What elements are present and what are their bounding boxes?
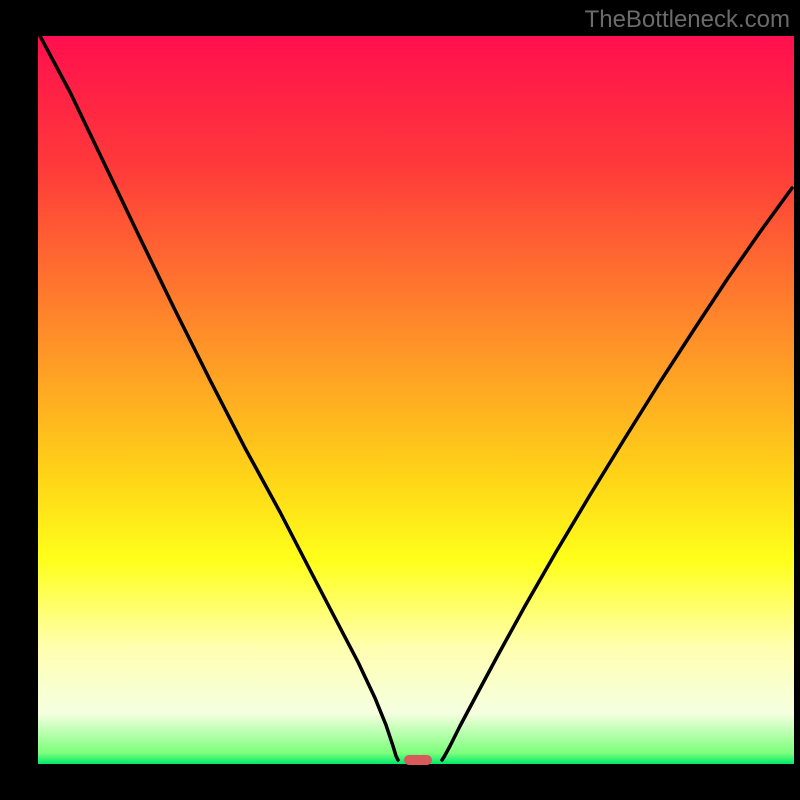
watermark-text: TheBottleneck.com (585, 6, 790, 34)
left-margin (2, 2, 38, 798)
bottom-margin (2, 764, 798, 798)
gradient-background (38, 36, 794, 764)
optimum-marker (404, 755, 432, 765)
bottleneck-chart (0, 0, 800, 800)
